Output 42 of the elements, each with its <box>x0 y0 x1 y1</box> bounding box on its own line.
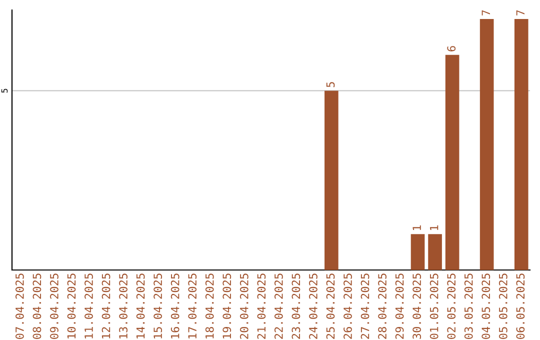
x-tick-label: 25.04.2025 <box>326 274 335 339</box>
x-tick-label: 02.05.2025 <box>447 274 456 339</box>
x-tick-label: 15.04.2025 <box>154 274 162 338</box>
x-tick-label: 07.04.2025 <box>15 274 24 339</box>
x-tick-label: 18.04.2025 <box>205 274 214 338</box>
x-tick-label: 10.04.2025 <box>67 274 76 338</box>
data-label: 5 <box>326 82 335 88</box>
x-tick-label: 06.05.2025 <box>516 274 525 339</box>
x-tick-label: 22.04.2025 <box>274 274 283 339</box>
x-tick-label: 26.04.2025 <box>344 274 352 339</box>
bar <box>428 234 442 270</box>
x-tick-label: 27.04.2025 <box>360 274 370 339</box>
x-tick-label: 20.04.2025 <box>240 274 248 339</box>
x-tick-label: 05.05.2025 <box>498 274 508 339</box>
x-tick-label: 04.05.2025 <box>482 274 490 339</box>
bar <box>480 18 494 270</box>
x-tick-label: 24.04.2025 <box>309 274 318 339</box>
x-tick-label: 19.04.2025 <box>222 274 232 338</box>
x-tick-label: 16.04.2025 <box>170 274 180 338</box>
bar <box>514 18 528 270</box>
x-tick-label: 21.04.2025 <box>257 274 266 339</box>
x-tick-label: 08.04.2025 <box>32 274 42 339</box>
x-tick-label: 17.04.2025 <box>188 274 197 338</box>
x-tick-label: 28.04.2025 <box>378 274 386 339</box>
x-tick-label: 23.04.2025 <box>292 274 300 339</box>
data-label: 7 <box>482 10 490 16</box>
x-tick-label: 09.04.2025 <box>50 274 58 339</box>
data-label: 7 <box>516 10 524 16</box>
bar <box>410 234 425 270</box>
x-tick-label: 11.04.2025 <box>84 274 93 338</box>
x-tick-label: 29.04.2025 <box>395 274 404 339</box>
x-tick-label: 14.04.2025 <box>136 274 145 338</box>
x-tick-label: 03.05.2025 <box>464 274 473 339</box>
x-tick-label: 12.04.2025 <box>102 274 110 338</box>
data-label: 6 <box>447 46 456 52</box>
x-tick-label: 01.05.2025 <box>430 274 438 339</box>
bar <box>445 54 460 270</box>
bar <box>324 90 338 270</box>
data-label: 1 <box>430 225 438 230</box>
x-tick-label: 30.04.2025 <box>412 274 422 339</box>
data-label: 1 <box>412 225 421 230</box>
x-tick-label: 13.04.2025 <box>119 274 128 338</box>
